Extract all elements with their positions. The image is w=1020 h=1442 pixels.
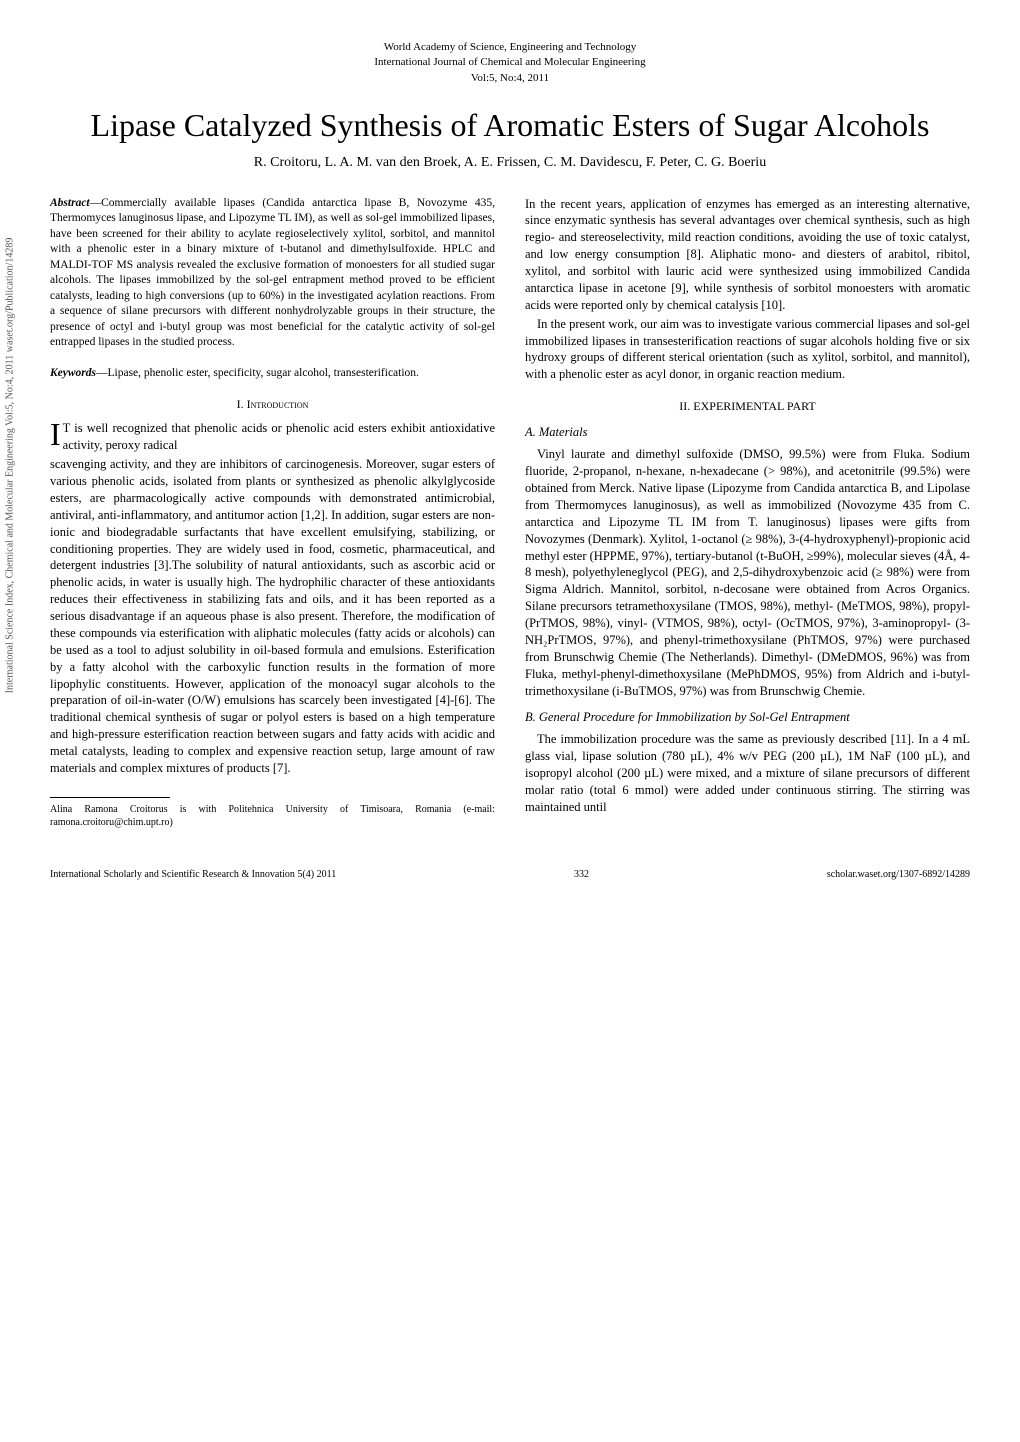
journal-volume: Vol:5, No:4, 2011: [50, 71, 970, 86]
right-column: In the recent years, application of enzy…: [525, 196, 970, 829]
left-column: Abstract—Commercially available lipases …: [50, 196, 495, 829]
authors-list: R. Croitoru, L. A. M. van den Broek, A. …: [50, 155, 970, 171]
intro-continuation-p2: In the present work, our aim was to inve…: [525, 316, 970, 384]
journal-subtitle: International Journal of Chemical and Mo…: [50, 55, 970, 70]
section-experimental-title: EXPERIMENTAL PART: [693, 399, 815, 413]
subsection-materials-heading: A. Materials: [525, 424, 970, 441]
abstract-label: Abstract: [50, 197, 90, 209]
intro-dropcap: I: [50, 420, 63, 449]
abstract-text: —Commercially available lipases (Candida…: [50, 197, 495, 349]
content-columns: Abstract—Commercially available lipases …: [50, 196, 970, 829]
subsection-procedure-heading: B. General Procedure for Immobilization …: [525, 709, 970, 726]
intro-paragraph-first: IT is well recognized that phenolic acid…: [50, 420, 495, 454]
section-intro-heading: I. Introduction: [50, 396, 495, 412]
keywords-text: —Lipase, phenolic ester, specificity, su…: [96, 367, 419, 379]
intro-first-line: T is well recognized that phenolic acids…: [63, 421, 495, 452]
footnote-divider: [50, 797, 170, 798]
author-footnote: Alina Ramona Croitorus is with Politehni…: [50, 803, 495, 829]
keywords-label: Keywords: [50, 367, 96, 379]
paper-title: Lipase Catalyzed Synthesis of Aromatic E…: [50, 106, 970, 144]
section-experimental-heading: II. EXPERIMENTAL PART: [525, 398, 970, 414]
intro-body: scavenging activity, and they are inhibi…: [50, 456, 495, 777]
footer-left: International Scholarly and Scientific R…: [50, 869, 336, 880]
journal-name: World Academy of Science, Engineering an…: [50, 40, 970, 55]
abstract-section: Abstract—Commercially available lipases …: [50, 196, 495, 351]
section-intro-title: Introduction: [247, 397, 309, 411]
section-experimental-number: II.: [679, 399, 690, 413]
keywords-section: Keywords—Lipase, phenolic ester, specifi…: [50, 366, 495, 382]
footer-page-number: 332: [574, 869, 589, 880]
materials-body: Vinyl laurate and dimethyl sulfoxide (DM…: [525, 446, 970, 699]
procedure-body: The immobilization procedure was the sam…: [525, 731, 970, 815]
sidebar-citation: International Science Index, Chemical an…: [5, 238, 16, 694]
page-footer: International Scholarly and Scientific R…: [50, 859, 970, 880]
intro-continuation-p1: In the recent years, application of enzy…: [525, 196, 970, 314]
footer-right: scholar.waset.org/1307-6892/14289: [827, 869, 970, 880]
journal-header: World Academy of Science, Engineering an…: [50, 40, 970, 86]
section-intro-number: I.: [237, 397, 244, 411]
